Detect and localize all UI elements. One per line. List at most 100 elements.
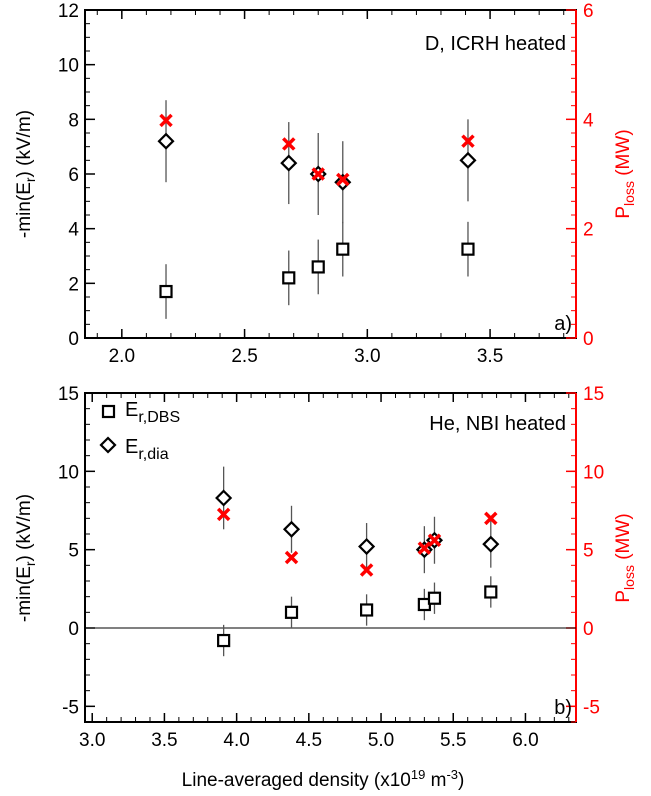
data-point-square [217, 633, 231, 648]
annotation-a: D, ICRH heated [425, 33, 566, 55]
data-point-diamond [280, 154, 298, 172]
x-axis-label-sup: 19 [411, 767, 425, 782]
y-left-label-a: -min(Er) (kV/m) [14, 110, 38, 238]
data-point-diamond [215, 489, 233, 507]
y-left-tick-label: 10 [58, 462, 79, 483]
data-point-diamond [358, 537, 376, 556]
data-point-square [461, 242, 475, 256]
data-point-square [282, 271, 296, 285]
data-point-square [484, 585, 498, 599]
data-point-diamond [482, 535, 500, 553]
ticks-a: 2.0 2.5 3.0 3.5 0 2 4 6 8 10 12 0 2 4 6 [58, 1, 594, 367]
data-point-square [427, 591, 442, 605]
legend-marker-square [101, 404, 116, 419]
x-tick-label: 2.5 [231, 346, 257, 367]
y-right-tick-label: 5 [583, 541, 594, 562]
x-tick-label: 3.5 [477, 346, 503, 367]
data-point-cross [216, 507, 231, 522]
ticks-b: 3.0 3.5 4.0 4.5 5.0 5.5 6.0 -5 0 5 10 15 -5 0 5 10 15 [58, 384, 604, 751]
data-point-square [336, 242, 350, 256]
y-left-tick-label: 5 [68, 541, 79, 562]
y-left-label-b-end: ) (kV/m) [14, 494, 35, 562]
data-point-square [360, 603, 374, 617]
legend-label-dbs-sub: r,DBS [138, 409, 180, 426]
y-left-label-a-sub: r [22, 177, 38, 182]
legend-label-dia-main: E [125, 436, 138, 458]
annotation-b: He, NBI heated [429, 413, 566, 435]
y-left-label-b: -min(Er) (kV/m) [14, 494, 38, 622]
y-left-label-b-main: -min(E [14, 566, 35, 622]
data-point-cross [159, 113, 173, 128]
data-point-cross [359, 563, 374, 577]
panel-b: 3.0 3.5 4.0 4.5 5.0 5.5 6.0 -5 0 5 10 15 -5 0 5 10 15 He… [14, 384, 637, 751]
data-point-cross [427, 533, 442, 548]
y-right-label-b: Ploss (MW) [613, 513, 637, 602]
y-left-tick-label: 2 [68, 274, 79, 295]
marks-a [157, 100, 477, 319]
y-left-tick-label: 4 [68, 220, 79, 241]
y-right-label-b-sub: loss [621, 565, 637, 590]
y-right-tick-label: 0 [583, 619, 594, 640]
y-right-tick-label: 6 [583, 1, 594, 22]
x-tick-label: 5.5 [440, 730, 466, 751]
plot-frame-b [84, 392, 577, 723]
y-left-tick-label: 10 [58, 56, 79, 77]
plot-frame-a [84, 9, 577, 339]
x-axis-label-unit: m [425, 770, 446, 791]
y-left-tick-label: 6 [68, 165, 79, 186]
x-tick-label: 4.5 [296, 730, 322, 751]
legend-label-dbs: Er,DBS [125, 399, 180, 426]
panel-tag-a: a) [554, 313, 572, 335]
legend-label-dbs-main: E [125, 399, 138, 421]
y-right-label-b-end: (MW) [613, 513, 634, 565]
y-left-tick-label: 0 [68, 329, 79, 350]
legend-label-dia-sub: r,dia [138, 446, 168, 463]
x-tick-label: 5.0 [368, 730, 394, 751]
y-left-tick-label: 0 [68, 619, 79, 640]
legend-label-dia: Er,dia [125, 436, 169, 463]
x-axis-label-unit-sup: -3 [446, 767, 458, 782]
y-right-tick-label: -5 [583, 697, 600, 718]
x-tick-label: 3.0 [354, 346, 380, 367]
y-left-label-a-main: -min(E [14, 182, 35, 238]
y-left-label-b-sub: r [22, 561, 38, 566]
y-right-tick-label: 10 [583, 462, 604, 483]
y-left-tick-label: 12 [58, 1, 79, 22]
data-point-cross [311, 167, 325, 181]
x-axis-label-close: ) [458, 770, 464, 791]
y-left-tick-label: 8 [68, 110, 79, 131]
data-point-diamond [282, 520, 301, 538]
y-right-tick-label: 0 [583, 329, 594, 350]
data-point-diamond [157, 132, 175, 150]
y-left-tick-label: 15 [58, 384, 79, 405]
x-tick-label: 3.0 [79, 730, 105, 751]
y-right-label-a-end: (MW) [613, 129, 634, 181]
panel-tag-b: b) [554, 697, 572, 719]
y-right-tick-label: 15 [583, 384, 604, 405]
data-point-cross [284, 550, 299, 565]
x-tick-label: 4.0 [223, 730, 249, 751]
x-tick-label: 3.5 [151, 730, 177, 751]
data-point-cross [461, 134, 475, 148]
data-point-diamond [334, 173, 352, 191]
y-right-tick-label: 2 [583, 220, 594, 241]
y-right-tick-label: 4 [583, 110, 594, 131]
data-point-cross [336, 172, 350, 187]
legend-marker-diamond [99, 436, 117, 454]
y-left-label-a-end: ) (kV/m) [14, 110, 35, 178]
data-point-diamond [459, 151, 477, 169]
data-point-cross [282, 137, 296, 151]
y-right-label-a: Ploss (MW) [613, 129, 637, 218]
panel-a: 2.0 2.5 3.0 3.5 0 2 4 6 8 10 12 0 2 4 6 D, ICRH heated… [14, 1, 637, 367]
x-tick-label: 6.0 [512, 730, 538, 751]
legend-b: Er,DBS Er,dia [99, 399, 180, 463]
data-point-square [284, 605, 299, 619]
data-point-square [311, 260, 325, 274]
y-right-label-a-sub: loss [621, 181, 637, 206]
x-axis-label-main: Line-averaged density (x10 [182, 770, 411, 791]
data-point-square [159, 284, 173, 299]
x-tick-label: 2.0 [109, 346, 135, 367]
y-right-label-b-main: P [613, 590, 634, 603]
data-point-cross [484, 511, 498, 526]
